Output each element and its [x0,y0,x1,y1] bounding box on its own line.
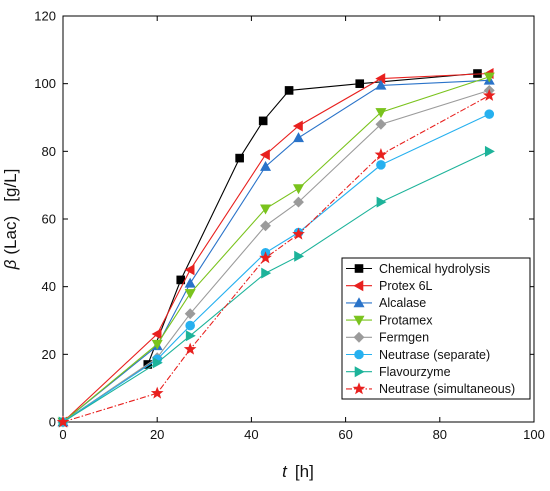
legend-label: Protamex [379,313,433,327]
legend-item: Protex 6L [346,279,433,293]
data-point-marker [284,86,294,95]
data-point-marker [184,308,196,320]
data-point-marker [185,330,196,342]
data-point-marker [260,220,271,232]
y-axis-symbol: β [1,259,20,270]
data-point-marker [292,227,305,240]
data-point-marker [375,79,387,90]
data-point-marker [375,118,387,130]
legend-label: Neutrase (separate) [379,348,490,362]
y-tick-label: 100 [34,76,56,91]
data-point-marker [260,160,272,171]
data-point-marker [376,196,387,208]
x-axis-title: t [h] [282,462,314,481]
data-point-marker [152,357,163,369]
legend-item: Chemical hydrolysis [346,262,490,276]
x-tick-label: 100 [523,427,545,442]
data-point-marker [374,148,388,161]
data-point-marker [293,196,304,208]
x-tick-label: 40 [244,427,258,442]
legend-label: Flavourzyme [379,365,451,379]
data-point-marker [151,339,163,350]
legend-item: Neutrase (separate) [346,348,490,362]
data-point-marker [376,160,386,170]
x-tick-label: 0 [59,427,66,442]
data-point-marker [56,415,70,428]
legend-item: Protamex [346,313,433,327]
legend-item: Flavourzyme [346,365,451,379]
data-point-marker [259,251,272,264]
data-point-marker [184,289,196,300]
y-axis-title: β (Lac) [g/L] [1,169,20,271]
data-point-marker [482,88,496,101]
data-point-marker [150,386,164,399]
data-point-marker [354,264,364,273]
data-point-marker [184,264,195,276]
data-point-marker [353,297,365,308]
legend-label: Alcalase [379,296,426,310]
y-axis-unit: (Lac) [g/L] [1,169,20,255]
data-point-marker [484,145,495,157]
legend-label: Neutrase (simultaneous) [379,382,515,396]
data-point-marker [354,349,364,360]
y-axis: 0 20 40 60 80 100 120 [34,9,534,430]
y-tick-label: 0 [49,415,56,430]
data-point-marker [483,72,495,83]
data-point-marker [184,277,196,288]
y-tick-label: 40 [42,279,56,294]
data-point-marker [353,280,364,292]
data-point-marker [353,331,365,343]
y-tick-label: 60 [42,212,56,227]
data-point-marker [185,320,195,331]
legend-item: Neutrase (simultaneous) [346,382,515,396]
data-point-marker [258,116,268,126]
legend-label: Protex 6L [379,279,433,293]
legend-label: Fermgen [379,331,429,345]
data-point-marker [294,250,305,262]
y-tick-label: 20 [42,347,56,362]
data-point-marker [235,153,244,163]
y-tick-label: 120 [34,9,56,24]
data-point-marker [260,204,272,215]
legend: Chemical hydrolysis Protex 6L Alcalase Prot… [341,257,531,400]
data-point-marker [355,79,365,88]
data-point-marker [375,108,387,119]
x-axis-unit: [h] [295,462,314,481]
data-point-marker [353,315,365,326]
series-neutrase-simultaneous [56,88,496,428]
data-point-marker [183,342,197,355]
data-point-marker [354,366,365,378]
x-axis-symbol: t [282,462,288,481]
data-point-marker [261,267,272,279]
legend-label: Chemical hydrolysis [379,262,490,276]
x-tick-label: 20 [150,427,164,442]
data-point-marker [352,382,366,395]
data-point-marker [259,149,270,161]
legend-item: Alcalase [346,296,426,310]
data-point-marker [292,184,305,195]
data-point-marker [151,328,162,340]
data-point-marker [292,132,305,143]
data-point-marker [484,109,495,119]
x-tick-label: 60 [338,427,352,442]
x-axis: 0 20 40 60 80 100 [59,16,545,442]
series-line [62,72,478,423]
legend-item: Fermgen [346,331,429,345]
legend-box [341,257,531,400]
series-layer [56,68,496,428]
data-point-marker [292,120,303,132]
x-tick-label: 80 [433,427,447,442]
y-tick-label: 80 [42,144,56,159]
